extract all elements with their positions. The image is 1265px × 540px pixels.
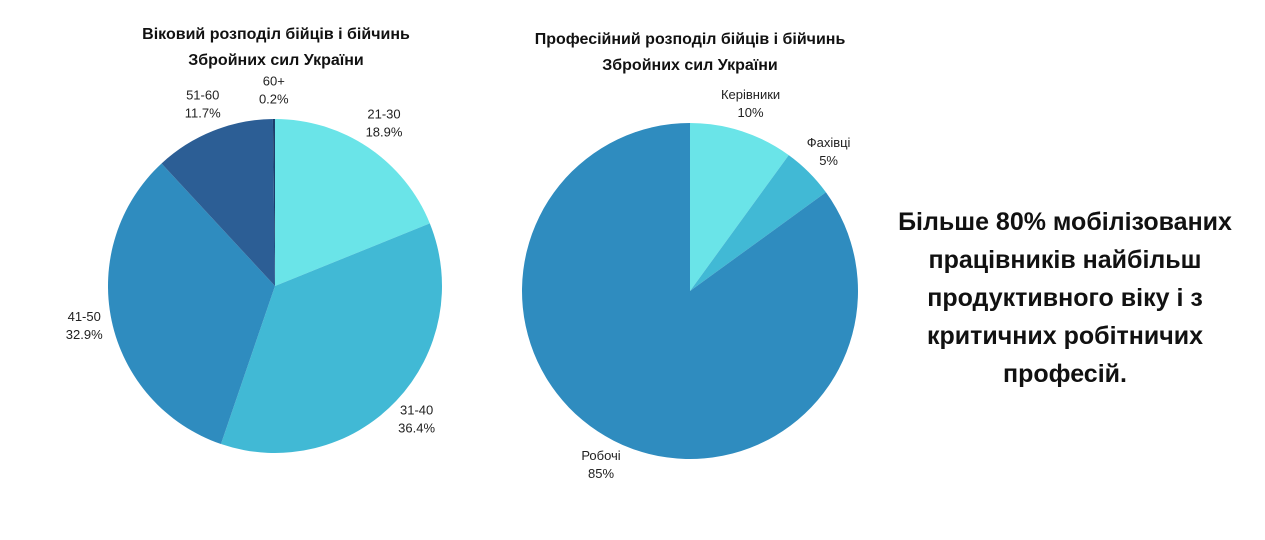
pie-slice — [107, 163, 275, 445]
value-label: 18.9% — [366, 125, 403, 140]
pie-slice — [220, 223, 443, 454]
caption: Більше 80% мобілізованих працівників най… — [898, 208, 1232, 388]
chart-title: Віковий розподіл бійців і бійчинь Збройн… — [142, 26, 410, 69]
pie-slice — [272, 119, 275, 286]
value-label: 0.2% — [259, 91, 289, 106]
slice-label: 60+ — [263, 73, 285, 88]
value-label: 85% — [588, 466, 614, 481]
slice-label: 41-50 — [68, 309, 101, 324]
slice-label: Керівники — [721, 87, 780, 102]
pie-slice — [161, 119, 275, 287]
slice-label: 31-40 — [400, 402, 433, 417]
slice-label: Робочі — [581, 448, 620, 463]
value-label: 10% — [738, 105, 764, 120]
pie-slice — [690, 155, 826, 291]
value-label: 5% — [819, 153, 838, 168]
value-label: 36.4% — [398, 420, 435, 435]
pie-slice — [522, 123, 858, 459]
value-label: 11.7% — [185, 105, 221, 120]
pie-slice — [690, 123, 789, 291]
slice-label: 51-60 — [186, 87, 219, 102]
value-label: 32.9% — [66, 327, 103, 342]
slice-label: Фахівці — [807, 135, 851, 150]
pie-slice — [275, 119, 430, 286]
chart-title: Професійний розподіл бійців і бійчинь Зб… — [534, 31, 846, 74]
slice-label: 21-30 — [367, 107, 400, 122]
